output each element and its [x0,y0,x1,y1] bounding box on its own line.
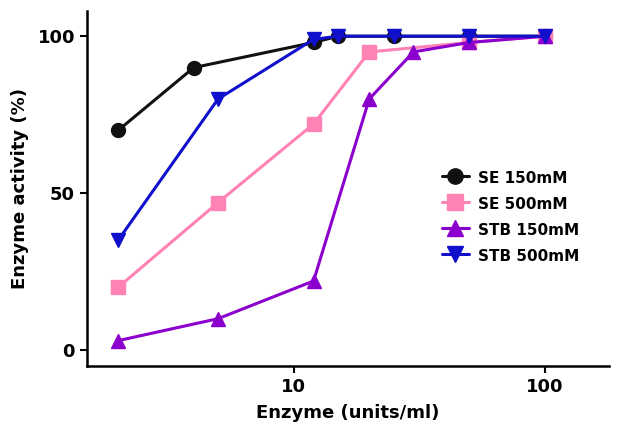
STB 500mM [466,34,473,39]
Line: STB 150mM: STB 150mM [111,29,552,348]
Line: SE 150mM: SE 150mM [111,29,552,137]
SE 150mM [310,40,317,45]
SE 150mM [334,34,342,39]
SE 500mM [215,200,222,205]
Line: STB 500mM: STB 500mM [111,29,552,247]
STB 500mM [334,34,342,39]
SE 500mM [541,34,549,39]
SE 150mM [115,128,122,133]
SE 150mM [466,34,473,39]
STB 150mM [215,316,222,321]
STB 500mM [115,238,122,243]
STB 150mM [466,40,473,45]
STB 150mM [541,34,549,39]
SE 500mM [366,49,373,55]
SE 500mM [115,284,122,290]
STB 500mM [215,97,222,102]
SE 500mM [310,122,317,127]
SE 150mM [541,34,549,39]
SE 150mM [390,34,397,39]
STB 150mM [410,49,417,55]
Legend: SE 150mM, SE 500mM, STB 150mM, STB 500mM: SE 150mM, SE 500mM, STB 150mM, STB 500mM [435,164,585,270]
Y-axis label: Enzyme activity (%): Enzyme activity (%) [11,88,29,289]
Line: SE 500mM: SE 500mM [111,29,552,294]
STB 150mM [310,278,317,284]
STB 500mM [541,34,549,39]
STB 500mM [310,37,317,42]
X-axis label: Enzyme (units/ml): Enzyme (units/ml) [256,404,440,422]
STB 150mM [366,97,373,102]
SE 500mM [466,40,473,45]
STB 150mM [115,338,122,343]
STB 500mM [390,34,397,39]
SE 150mM [190,65,197,70]
